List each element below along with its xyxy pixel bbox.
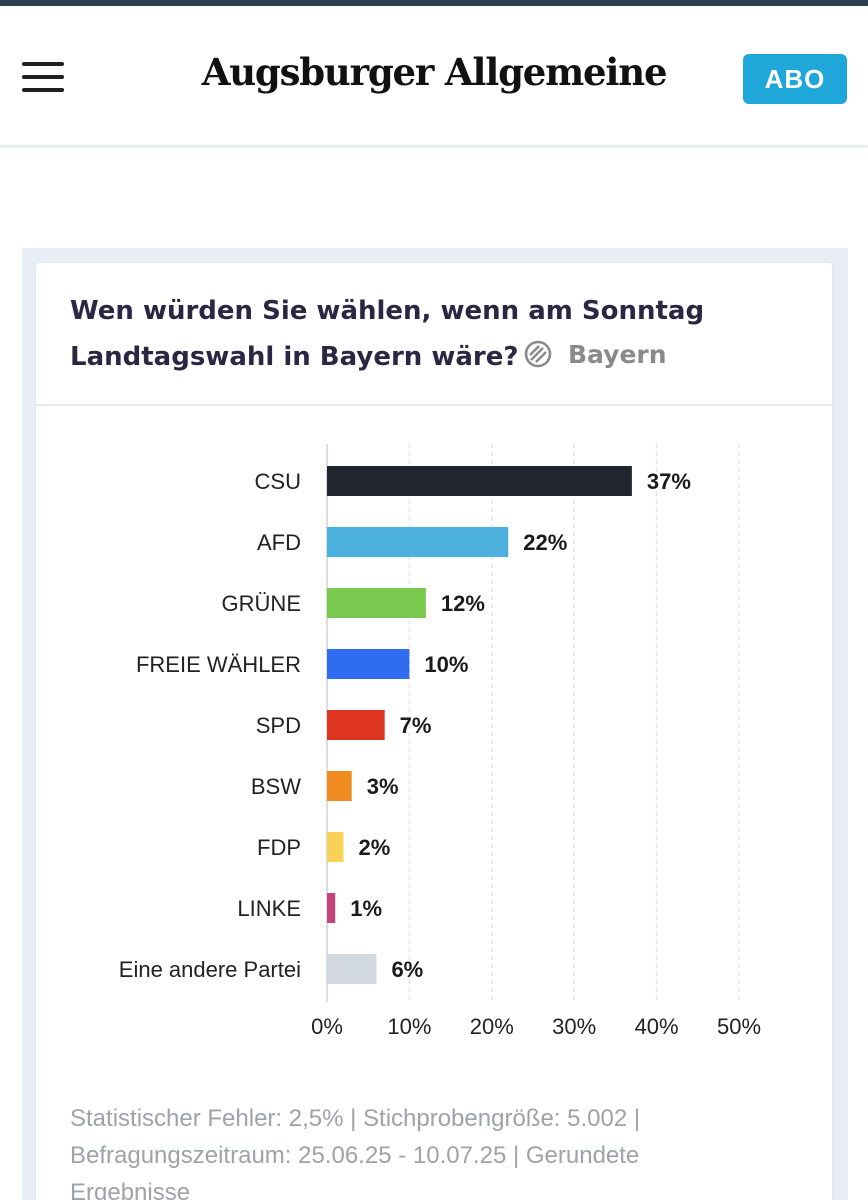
x-tick-label: 30%	[552, 1014, 596, 1039]
category-label: BSW	[251, 774, 301, 799]
x-tick-label: 20%	[470, 1014, 514, 1039]
bar	[327, 893, 336, 923]
x-tick-label: 10%	[387, 1014, 431, 1039]
menu-icon[interactable]	[22, 62, 66, 96]
value-label: 2%	[358, 835, 390, 860]
region-icon	[524, 340, 552, 368]
value-label: 10%	[424, 652, 468, 677]
category-label: AFD	[257, 530, 301, 555]
site-header: Augsburger Allgemeine ABO	[0, 6, 868, 148]
bar-chart: 0% 10% 20% 30% 40% 50% CSU 37% AFD 22% GRÜNE 12% FRE…	[119, 444, 761, 1039]
value-label: 7%	[400, 713, 432, 738]
value-label: 37%	[647, 469, 691, 494]
value-label: 6%	[391, 957, 423, 982]
x-tick-label: 50%	[717, 1014, 761, 1039]
category-label: LINKE	[237, 896, 301, 921]
bar	[327, 771, 352, 801]
site-logo[interactable]: Augsburger Allgemeine	[201, 50, 668, 94]
bar	[327, 466, 632, 496]
card-divider	[35, 404, 833, 406]
category-label: GRÜNE	[222, 591, 301, 616]
category-label: CSU	[255, 469, 301, 494]
x-tick-label: 0%	[311, 1014, 343, 1039]
bar	[327, 832, 344, 862]
region-label: Bayern	[568, 339, 667, 369]
region-tag: Bayern	[522, 334, 667, 374]
bar	[327, 710, 385, 740]
chart-card	[35, 262, 833, 1200]
x-tick-label: 40%	[635, 1014, 679, 1039]
category-label: Eine andere Partei	[119, 957, 301, 982]
chart-footnote: Statistischer Fehler: 2,5% | Stichproben…	[70, 1105, 641, 1200]
value-label: 1%	[350, 896, 382, 921]
category-label: SPD	[256, 713, 301, 738]
bar	[327, 588, 426, 618]
bar	[327, 954, 377, 984]
top-accent-line	[0, 0, 868, 6]
bar	[327, 527, 509, 557]
value-label: 22%	[523, 530, 567, 555]
value-label: 3%	[367, 774, 399, 799]
bar	[327, 649, 410, 679]
abo-button[interactable]: ABO	[743, 54, 847, 104]
category-label: FDP	[257, 835, 301, 860]
value-label: 12%	[441, 591, 485, 616]
category-label: FREIE WÄHLER	[136, 652, 301, 677]
chart-title: Wen würden Sie wählen, wenn am Sonntag L…	[70, 296, 705, 372]
